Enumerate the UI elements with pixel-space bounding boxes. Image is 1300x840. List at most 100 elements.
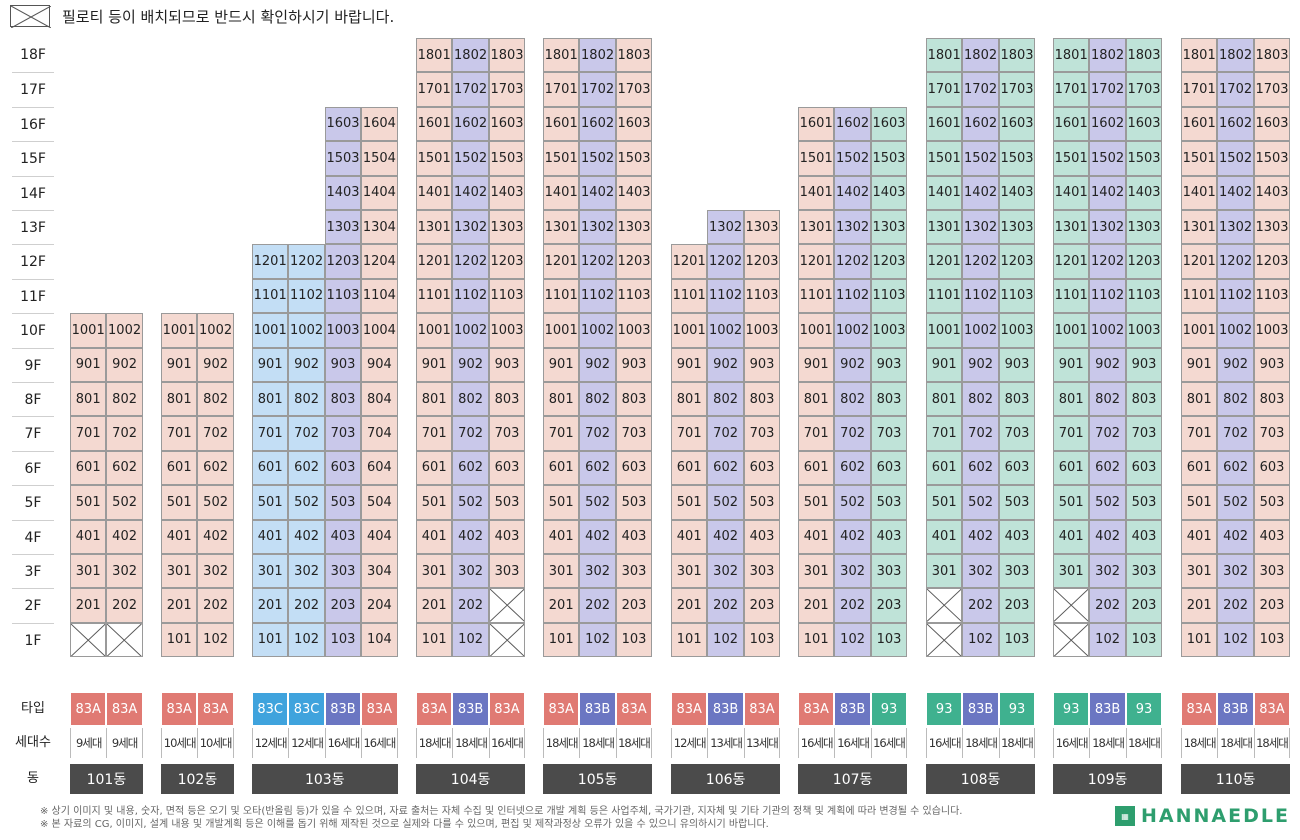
unit-cell[interactable]: 402 (288, 519, 325, 554)
unit-cell[interactable]: 401 (70, 519, 107, 554)
unit-cell[interactable]: 202 (197, 588, 234, 623)
unit-cell[interactable]: 902 (834, 347, 871, 382)
unit-cell[interactable]: 603 (870, 450, 908, 486)
unit-cell[interactable]: 101 (161, 622, 198, 658)
unit-cell[interactable]: 302 (106, 554, 143, 589)
unit-cell[interactable]: 1002 (579, 313, 616, 348)
unit-cell[interactable]: 501 (161, 485, 198, 520)
unit-cell[interactable]: 503 (870, 485, 908, 520)
unit-cell[interactable]: 102 (452, 622, 489, 658)
unit-cell[interactable]: 102 (288, 622, 325, 658)
unit-cell[interactable]: 502 (197, 485, 234, 520)
unit-cell[interactable]: 504 (361, 485, 398, 520)
unit-cell[interactable]: 1402 (1089, 175, 1126, 210)
unit-cell[interactable]: 401 (926, 519, 963, 554)
unit-cell[interactable]: 803 (998, 382, 1036, 417)
unit-cell[interactable]: 1302 (579, 210, 616, 245)
unit-cell[interactable]: 503 (324, 485, 362, 520)
unit-cell[interactable]: 403 (324, 519, 362, 554)
unit-cell[interactable]: 1001 (1053, 313, 1090, 348)
unit-cell[interactable]: 502 (288, 485, 325, 520)
unit-cell[interactable]: 1001 (70, 313, 107, 348)
unit-cell[interactable]: 601 (543, 450, 580, 486)
unit-cell[interactable]: 403 (1253, 519, 1291, 554)
unit-cell[interactable]: 902 (707, 347, 744, 382)
unit-cell[interactable]: 1002 (707, 313, 744, 348)
unit-cell[interactable]: 902 (197, 347, 234, 382)
unit-cell[interactable]: 1601 (926, 106, 963, 142)
unit-cell[interactable]: 101 (1181, 622, 1218, 658)
unit-cell[interactable]: 603 (1125, 450, 1163, 486)
unit-cell[interactable]: 401 (671, 519, 708, 554)
unit-cell[interactable]: 103 (870, 622, 908, 658)
unit-cell[interactable]: 601 (70, 450, 107, 486)
unit-cell[interactable]: 704 (361, 416, 398, 451)
unit-cell[interactable]: 1103 (324, 278, 362, 314)
unit-cell[interactable]: 1302 (962, 210, 999, 245)
unit-cell[interactable]: 1401 (1181, 175, 1218, 210)
building-name-bar[interactable]: 110동 (1181, 764, 1291, 794)
unit-cell[interactable]: 1003 (870, 313, 908, 348)
unit-cell[interactable]: 1701 (1181, 72, 1218, 107)
unit-cell[interactable]: 303 (870, 554, 908, 589)
unit-cell[interactable]: 1403 (324, 175, 362, 210)
unit-cell[interactable]: 903 (1253, 347, 1291, 382)
unit-cell[interactable]: 1001 (671, 313, 708, 348)
unit-cell[interactable]: 1703 (998, 72, 1036, 107)
unit-cell[interactable]: 302 (197, 554, 234, 589)
unit-cell[interactable]: 1401 (543, 175, 580, 210)
piloti-unit[interactable] (106, 622, 143, 658)
unit-cell[interactable]: 402 (1217, 519, 1254, 554)
unit-cell[interactable]: 601 (252, 450, 289, 486)
unit-cell[interactable]: 801 (671, 382, 708, 417)
unit-cell[interactable]: 1102 (452, 278, 489, 314)
unit-cell[interactable]: 501 (416, 485, 453, 520)
unit-cell[interactable]: 602 (106, 450, 143, 486)
unit-cell[interactable]: 1302 (452, 210, 489, 245)
unit-cell[interactable]: 302 (707, 554, 744, 589)
unit-cell[interactable]: 802 (579, 382, 616, 417)
unit-cell[interactable]: 603 (324, 450, 362, 486)
unit-cell[interactable]: 602 (288, 450, 325, 486)
unit-cell[interactable]: 702 (834, 416, 871, 451)
unit-cell[interactable]: 1501 (416, 141, 453, 176)
unit-cell[interactable]: 303 (324, 554, 362, 589)
unit-cell[interactable]: 401 (416, 519, 453, 554)
unit-cell[interactable]: 803 (324, 382, 362, 417)
unit-cell[interactable]: 603 (998, 450, 1036, 486)
unit-cell[interactable]: 1403 (998, 175, 1036, 210)
unit-cell[interactable]: 503 (488, 485, 526, 520)
unit-cell[interactable]: 1203 (324, 244, 362, 279)
unit-cell[interactable]: 403 (615, 519, 653, 554)
unit-cell[interactable]: 1102 (962, 278, 999, 314)
unit-cell[interactable]: 1301 (1181, 210, 1218, 245)
unit-cell[interactable]: 1802 (1089, 38, 1126, 73)
unit-cell[interactable]: 202 (707, 588, 744, 623)
unit-cell[interactable]: 601 (416, 450, 453, 486)
unit-cell[interactable]: 1403 (1125, 175, 1163, 210)
unit-cell[interactable]: 403 (998, 519, 1036, 554)
unit-cell[interactable]: 1801 (543, 38, 580, 73)
unit-cell[interactable]: 102 (1217, 622, 1254, 658)
unit-cell[interactable]: 1102 (288, 278, 325, 314)
unit-cell[interactable]: 1502 (962, 141, 999, 176)
unit-cell[interactable]: 1402 (962, 175, 999, 210)
unit-cell[interactable]: 1601 (1181, 106, 1218, 142)
unit-cell[interactable]: 203 (743, 588, 781, 623)
unit-cell[interactable]: 1503 (324, 141, 362, 176)
unit-cell[interactable]: 1602 (452, 106, 489, 142)
unit-cell[interactable]: 402 (197, 519, 234, 554)
piloti-unit[interactable] (926, 588, 963, 623)
unit-cell[interactable]: 1003 (998, 313, 1036, 348)
unit-cell[interactable]: 102 (834, 622, 871, 658)
unit-cell[interactable]: 102 (579, 622, 616, 658)
unit-cell[interactable]: 403 (1125, 519, 1163, 554)
unit-cell[interactable]: 1203 (488, 244, 526, 279)
unit-cell[interactable]: 304 (361, 554, 398, 589)
unit-cell[interactable]: 1201 (543, 244, 580, 279)
unit-cell[interactable]: 702 (1217, 416, 1254, 451)
unit-cell[interactable]: 1301 (798, 210, 835, 245)
unit-cell[interactable]: 501 (70, 485, 107, 520)
building-name-bar[interactable]: 108동 (926, 764, 1036, 794)
unit-cell[interactable]: 702 (106, 416, 143, 451)
